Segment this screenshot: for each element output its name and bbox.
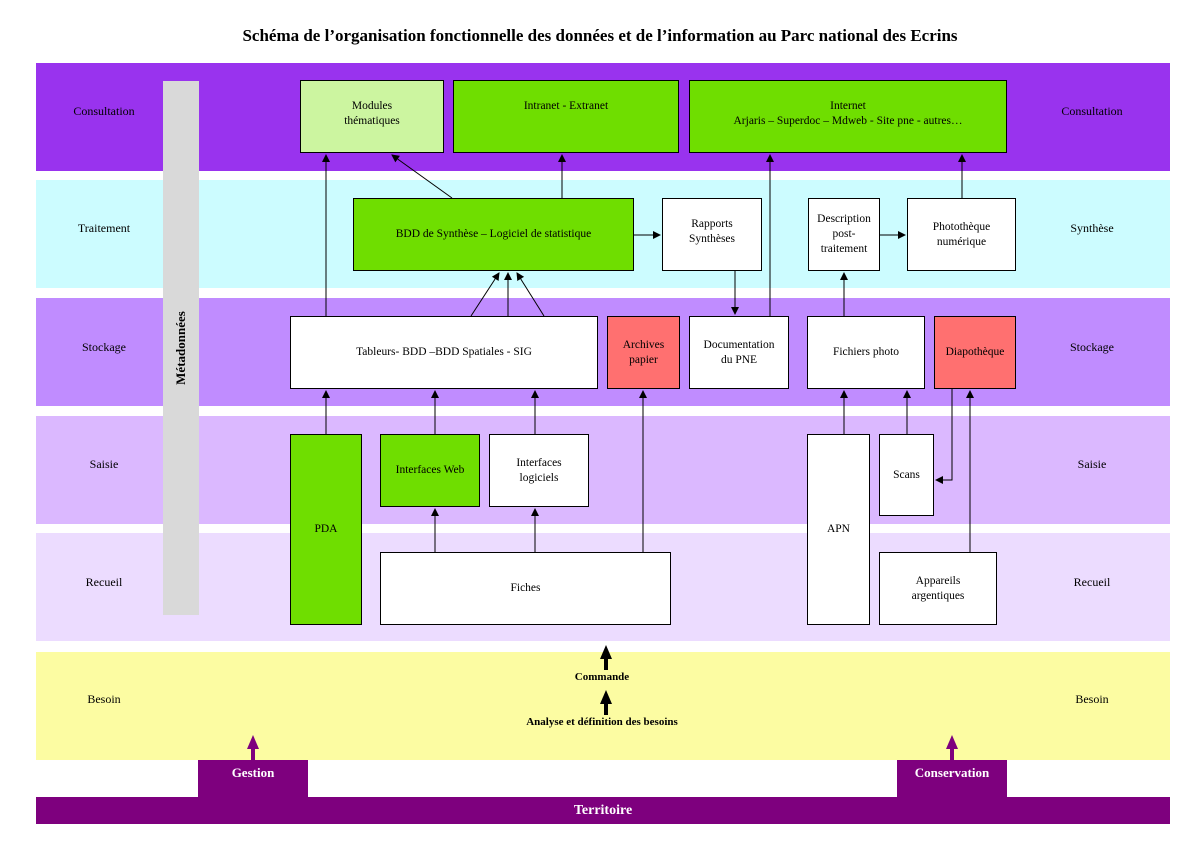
layer-label-recueil: Recueil bbox=[85, 575, 123, 589]
description-post-traitement-box: Description post- traitement bbox=[808, 198, 880, 271]
arrow-diapotheque-to-scans bbox=[935, 389, 953, 484]
tableurs-bdd-sig-box: Tableurs- BDD –BDD Spatiales - SIG bbox=[290, 316, 598, 389]
gestion-tab: Gestion bbox=[198, 760, 308, 797]
layer-label-stockage-right: Stockage bbox=[1070, 340, 1114, 354]
scans-box: Scans bbox=[879, 434, 934, 516]
fiches-box: Fiches bbox=[380, 552, 671, 625]
internet-box: Internet Arjaris – Superdoc – Mdweb - Si… bbox=[689, 80, 1007, 153]
interfaces-logiciels-box: Interfaces logiciels bbox=[489, 434, 589, 507]
intranet-extranet-box: Intranet - Extranet bbox=[453, 80, 679, 153]
analyse-besoins-label: Analyse et définition des besoins bbox=[526, 716, 678, 728]
conservation-tab: Conservation bbox=[897, 760, 1007, 797]
commande-label: Commande bbox=[574, 671, 630, 683]
diapotheque-box: Diapothèque bbox=[934, 316, 1016, 389]
layer-label-besoin-right: Besoin bbox=[1075, 692, 1109, 706]
band-saisie bbox=[36, 416, 1170, 524]
layer-label-traitement: Traitement bbox=[77, 221, 131, 235]
layer-label-stockage: Stockage bbox=[82, 340, 126, 354]
page-title: Schéma de l’organisation fonctionnelle d… bbox=[242, 26, 958, 45]
arrow-tableurs-to-bdd-3 bbox=[516, 272, 545, 317]
band-besoin bbox=[36, 652, 1170, 760]
pda-box: PDA bbox=[290, 434, 362, 625]
interfaces-web-box: Interfaces Web bbox=[380, 434, 480, 507]
arrow-tableurs-to-bdd-1 bbox=[470, 272, 500, 317]
phototheque-numerique-box: Photothèque numérique bbox=[907, 198, 1016, 271]
layer-label-consultation: Consultation bbox=[73, 104, 135, 118]
layer-label-synthese-right: Synthèse bbox=[1070, 221, 1114, 235]
layer-label-saisie-right: Saisie bbox=[1077, 457, 1107, 471]
layer-label-recueil-right: Recueil bbox=[1073, 575, 1111, 589]
fichiers-photo-box: Fichiers photo bbox=[807, 316, 925, 389]
archives-papier-box: Archives papier bbox=[607, 316, 680, 389]
apn-box: APN bbox=[807, 434, 870, 625]
modules-thematiques-box: Modules thématiques bbox=[300, 80, 444, 153]
documentation-pne-box: Documentation du PNE bbox=[689, 316, 789, 389]
appareils-argentiques-box: Appareils argentiques bbox=[879, 552, 997, 625]
layer-label-besoin: Besoin bbox=[87, 692, 121, 706]
layer-label-saisie: Saisie bbox=[89, 457, 119, 471]
layer-label-consultation-right: Consultation bbox=[1061, 104, 1123, 118]
bdd-synthese-box: BDD de Synthèse – Logiciel de statistiqu… bbox=[353, 198, 634, 271]
territoire-bar: Territoire bbox=[36, 797, 1170, 824]
metadonnees-column: Métadonnées bbox=[163, 81, 199, 615]
arrow-bdd-to-modules bbox=[391, 154, 453, 199]
rapports-syntheses-box: Rapports Synthèses bbox=[662, 198, 762, 271]
